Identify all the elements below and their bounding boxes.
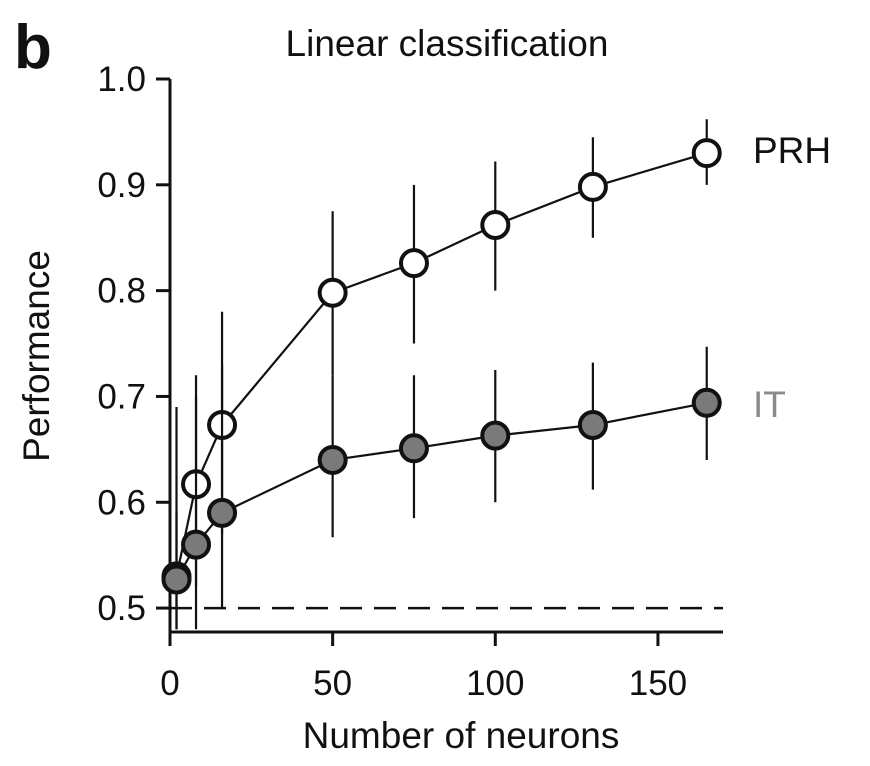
x-tick-label: 100 — [466, 664, 524, 703]
y-tick-label: 1.0 — [97, 60, 146, 99]
panel-letter: b — [14, 13, 52, 82]
prh-series-line — [175, 152, 708, 577]
y-tick-label: 0.8 — [97, 272, 146, 311]
y-axis-label: Performance — [16, 250, 57, 462]
it-point — [317, 444, 348, 475]
plot-area — [161, 119, 723, 630]
prh-point — [691, 138, 722, 169]
series-labels: PRH IT — [753, 130, 831, 425]
y-tick-label: 0.6 — [97, 483, 146, 522]
x-tick-label: 150 — [629, 664, 687, 703]
prh-point — [398, 248, 429, 279]
y-tick-label: 0.7 — [97, 377, 146, 416]
axes: 0.5 0.6 0.7 0.8 0.9 1.0 0 50 100 150 — [97, 60, 723, 703]
y-tick-label: 0.5 — [97, 589, 146, 628]
y-tick-label: 0.9 — [97, 166, 146, 205]
prh-point — [577, 171, 608, 202]
x-tick-label: 0 — [160, 664, 179, 703]
it-series-line — [175, 401, 707, 581]
it-point — [691, 387, 722, 418]
it-point — [480, 420, 511, 451]
prh-series-label: PRH — [753, 130, 831, 171]
it-point — [207, 497, 238, 528]
prh-point — [480, 210, 511, 241]
it-point — [577, 410, 608, 441]
it-point — [398, 433, 429, 464]
prh-point — [317, 277, 348, 308]
chart-title: Linear classification — [286, 23, 609, 64]
it-point — [161, 564, 192, 595]
it-series-label: IT — [753, 384, 786, 425]
x-axis-label: Number of neurons — [303, 715, 620, 756]
x-tick-label: 50 — [313, 664, 352, 703]
it-point — [181, 529, 212, 560]
